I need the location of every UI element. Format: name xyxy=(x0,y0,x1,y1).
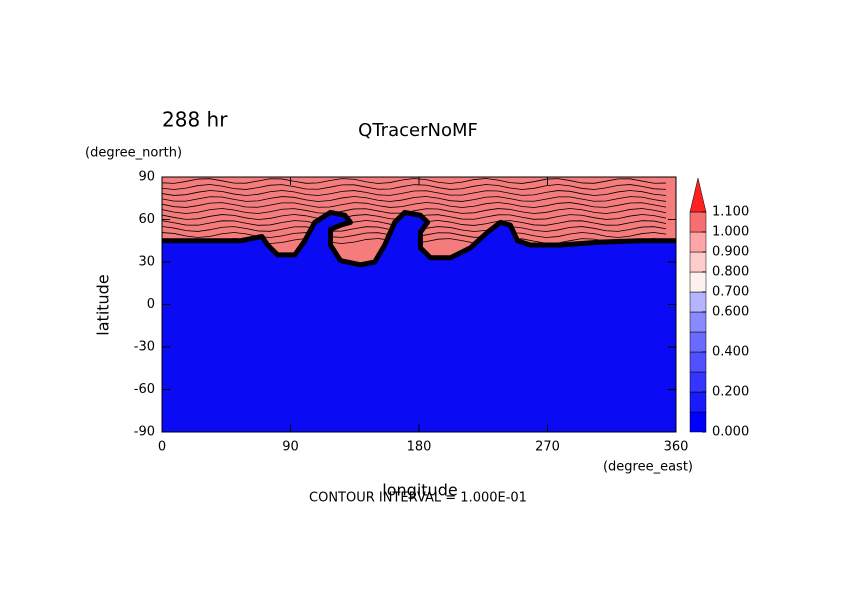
y-tick-label: 90 xyxy=(138,170,155,185)
colorbar-label: 0.200 xyxy=(712,385,749,400)
y-tick-label: 0 xyxy=(147,297,155,312)
chart-title: QTracerNoMF xyxy=(358,120,478,141)
contour-line xyxy=(162,184,667,190)
x-tick-label: 0 xyxy=(158,440,166,455)
time-label: 288 hr xyxy=(162,108,228,132)
boundary-line xyxy=(162,209,676,268)
x-tick-label: 180 xyxy=(407,440,432,455)
contour-line xyxy=(162,178,667,184)
colorbar-label: 0.600 xyxy=(712,305,749,320)
x-axis-label: longitude xyxy=(382,481,457,500)
contour-line xyxy=(162,190,667,196)
colorbar-bin xyxy=(689,211,707,233)
y-unit: (degree_north) xyxy=(85,146,182,161)
contour-line xyxy=(162,196,667,202)
y-axis-label: latitude xyxy=(94,274,113,335)
colorbar-bin xyxy=(689,411,707,433)
colorbar-bin xyxy=(689,351,707,373)
colorbar-label: 0.000 xyxy=(712,425,749,440)
colorbar-bin xyxy=(689,251,707,273)
colorbar-over xyxy=(689,177,707,213)
x-tick-label: 90 xyxy=(282,440,299,455)
y-tick-label: 60 xyxy=(138,212,155,227)
colorbar-bin xyxy=(689,291,707,313)
x-unit: (degree_east) xyxy=(603,460,693,475)
colorbar-bin xyxy=(689,231,707,253)
y-tick-label: 30 xyxy=(138,255,155,270)
colorbar-label: 0.400 xyxy=(712,345,749,360)
colorbar-label: 0.900 xyxy=(712,245,749,260)
y-tick-label: -60 xyxy=(134,382,155,397)
colorbar-label: 1.000 xyxy=(712,225,749,240)
colorbar-bin xyxy=(689,311,707,333)
x-tick-label: 360 xyxy=(664,440,689,455)
contour-note: CONTOUR INTERVAL = 1.000E-01 xyxy=(309,491,527,506)
colorbar-bin xyxy=(689,331,707,353)
colorbar-bin xyxy=(689,271,707,293)
colorbar-bin xyxy=(689,391,707,413)
x-tick-label: 270 xyxy=(535,440,560,455)
colorbar-label: 1.100 xyxy=(712,205,749,220)
y-tick-label: -30 xyxy=(134,340,155,355)
colorbar-bin xyxy=(689,371,707,393)
colorbar-label: 0.700 xyxy=(712,285,749,300)
colorbar-label: 0.800 xyxy=(712,265,749,280)
contour-line xyxy=(162,202,667,208)
y-tick-label: -90 xyxy=(134,425,155,440)
